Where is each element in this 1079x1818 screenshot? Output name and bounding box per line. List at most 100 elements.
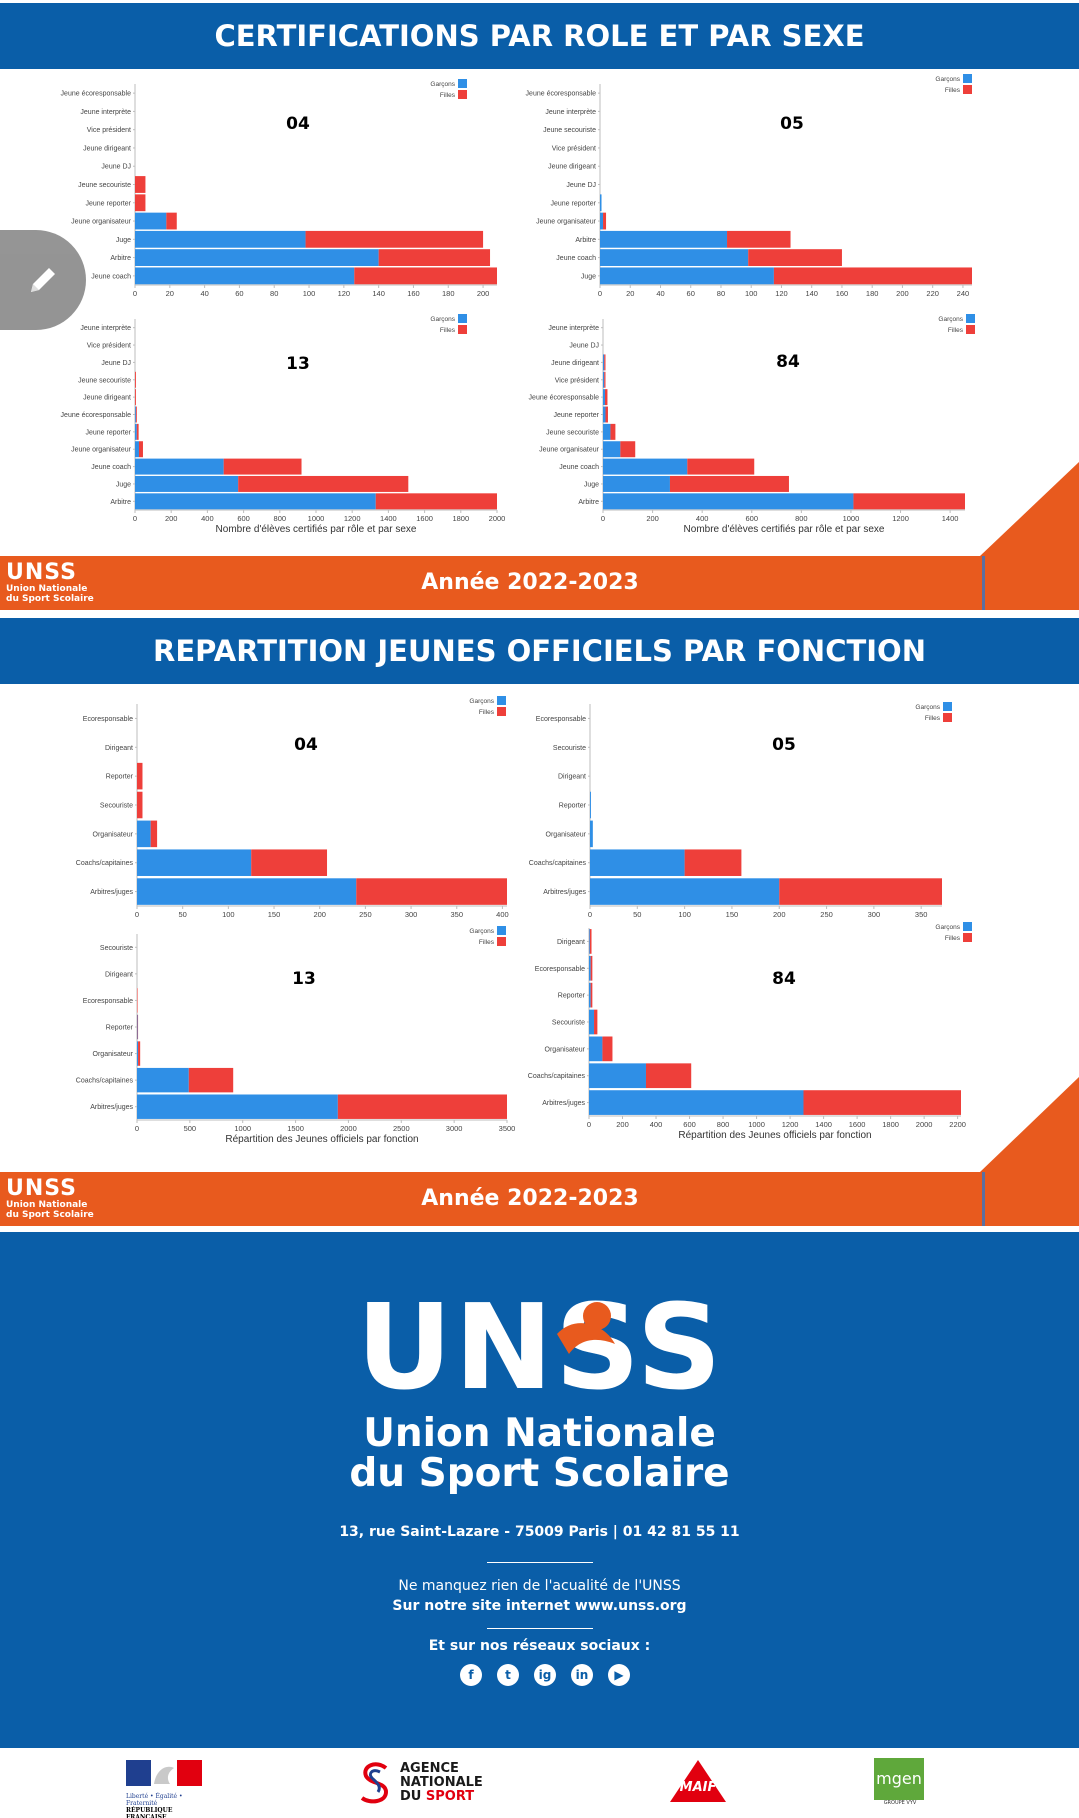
- legend-girls-swatch: [458, 90, 467, 99]
- bar-boys: [603, 406, 606, 423]
- category-label: Ecoresponsable: [536, 716, 586, 723]
- chart-title: 13: [292, 969, 316, 989]
- legend-girls-label: Filles: [440, 327, 456, 334]
- twitter-icon[interactable]: t: [497, 1664, 519, 1686]
- x-tick-label: 1000: [748, 1120, 765, 1129]
- chart-13-roles: Jeune interprète Vice président Jeune DJ Je…: [0, 69, 1079, 557]
- category-label: Jeune coach: [91, 273, 131, 280]
- category-label: Jeune DJ: [569, 343, 599, 350]
- chart-svg-7: Dirigeant Ecoresponsable Reporter Secourist…: [528, 922, 972, 1141]
- legend-boys-label: Garçons: [469, 698, 494, 705]
- unss-mini-logo-mark: UNSS: [6, 560, 77, 585]
- category-label: Jeune reporter: [553, 412, 599, 419]
- x-tick-label: 2000: [916, 1120, 933, 1129]
- website-link[interactable]: Sur notre site internet www.unss.org: [392, 1598, 687, 1614]
- maif-triangle-icon: [670, 1760, 726, 1802]
- bar-girls: [135, 194, 146, 212]
- category-label: Jeune secouriste: [546, 429, 599, 436]
- unss-mini-logo-line1-2: Union Nationale: [6, 1200, 88, 1210]
- bar-girls: [645, 1063, 692, 1089]
- bar-boys: [603, 458, 688, 475]
- x-tick-label: 400: [496, 910, 509, 919]
- category-label: Organisateur: [546, 831, 587, 838]
- x-tick-label: 0: [133, 514, 137, 523]
- x-tick-label: 1800: [882, 1120, 899, 1129]
- year-label-1: Année 2022-2023: [421, 570, 639, 595]
- x-tick-label: 2500: [393, 1124, 410, 1133]
- x-tick-label: 2000: [489, 514, 506, 523]
- category-label: Vice président: [87, 127, 131, 134]
- x-tick-label: 80: [270, 289, 278, 298]
- mgen-logo: mgen GROUPE VYV: [874, 1758, 926, 1808]
- facebook-icon[interactable]: f: [460, 1664, 482, 1686]
- x-tick-label: 0: [587, 1120, 591, 1129]
- x-tick-label: 400: [650, 1120, 663, 1129]
- unss-mini-logo: UNSS Union Nationale du Sport Scolaire: [6, 560, 96, 605]
- year-label-2: Année 2022-2023: [421, 1186, 639, 1211]
- bar-boys: [590, 849, 685, 876]
- x-tick-label: 140: [372, 289, 385, 298]
- bar-girls: [166, 212, 177, 230]
- x-tick-label: 100: [303, 289, 316, 298]
- x-tick-label: 100: [678, 910, 691, 919]
- linkedin-icon[interactable]: in: [571, 1664, 593, 1686]
- legend-boys-swatch: [497, 926, 506, 935]
- category-label: Arbitres/juges: [543, 889, 586, 896]
- x-tick-label: 20: [166, 289, 174, 298]
- category-label: Jeune secouriste: [78, 377, 131, 384]
- chart-title: 84: [776, 352, 800, 372]
- youtube-icon[interactable]: ▶: [608, 1664, 630, 1686]
- bar-boys: [600, 249, 749, 266]
- x-tick-label: 800: [795, 514, 808, 523]
- category-label: Jeune dirigeant: [83, 395, 131, 402]
- ans-s-icon: [360, 1762, 389, 1804]
- edit-pencil-button[interactable]: [0, 230, 86, 330]
- x-tick-label: 100: [745, 289, 758, 298]
- x-tick-label: 200: [896, 289, 909, 298]
- category-label: Ecoresponsable: [535, 966, 585, 973]
- category-label: Arbitre: [578, 499, 599, 506]
- category-label: Organisateur: [93, 1051, 134, 1058]
- legend-girls-label: Filles: [479, 709, 495, 716]
- bar-boys: [589, 955, 591, 981]
- bar-boys: [137, 1041, 139, 1066]
- bar-girls: [590, 955, 593, 981]
- x-tick-label: 1400: [815, 1120, 832, 1129]
- year-bar-2: UNSS Union Nationale du Sport Scolaire A…: [0, 1172, 1079, 1226]
- section-title-repartition: REPARTITION JEUNES OFFICIELS PAR FONCTIO…: [0, 618, 1079, 684]
- bar-boys: [603, 371, 605, 388]
- partners-row: Liberté • Égalité • Fraternité RÉPUBLIQU…: [0, 1748, 1079, 1818]
- category-label: Organisateur: [545, 1046, 586, 1053]
- year-bar-divider: [982, 556, 985, 610]
- bar-girls: [238, 475, 409, 492]
- category-label: Vice président: [555, 377, 599, 384]
- x-tick-label: 500: [184, 1124, 197, 1133]
- bar-boys: [135, 475, 239, 492]
- bar-girls: [135, 371, 136, 388]
- bar-girls: [135, 406, 137, 423]
- legend-boys-swatch: [963, 922, 972, 931]
- unss-figure-icon: [557, 1302, 615, 1354]
- chart-svg-6: Secouriste Dirigeant Ecoresponsable Reporte…: [76, 926, 515, 1145]
- bar-boys: [590, 878, 780, 905]
- category-label: Dirigeant: [105, 745, 133, 752]
- category-label: Jeune organisateur: [71, 447, 132, 454]
- category-label: Jeune écoresponsable: [529, 395, 600, 402]
- chart-04-functions: Ecoresponsable Dirigeant Reporter Secourist…: [0, 684, 1079, 1172]
- bar-girls: [137, 988, 138, 1013]
- rf-motto: Liberté • Égalité • Fraternité: [126, 1793, 183, 1807]
- bar-boys: [135, 267, 355, 285]
- legend-boys-label: Garçons: [935, 924, 960, 931]
- mgen-sub: GROUPE VYV: [883, 1800, 917, 1806]
- category-label: Jeune organisateur: [536, 219, 597, 226]
- x-tick-label: 400: [696, 514, 709, 523]
- bar-girls: [150, 820, 158, 848]
- section-title-certifications: CERTIFICATIONS PAR ROLE ET PAR SEXE: [0, 3, 1079, 69]
- unss-mini-logo-line2: du Sport Scolaire: [6, 594, 94, 604]
- instagram-icon[interactable]: ig: [534, 1664, 556, 1686]
- year-bar-1: UNSS Union Nationale du Sport Scolaire A…: [0, 556, 1079, 610]
- bar-girls: [605, 406, 608, 423]
- legend-girls-swatch: [943, 713, 952, 722]
- legend-boys-swatch: [458, 314, 467, 323]
- category-label: Jeune DJ: [566, 182, 596, 189]
